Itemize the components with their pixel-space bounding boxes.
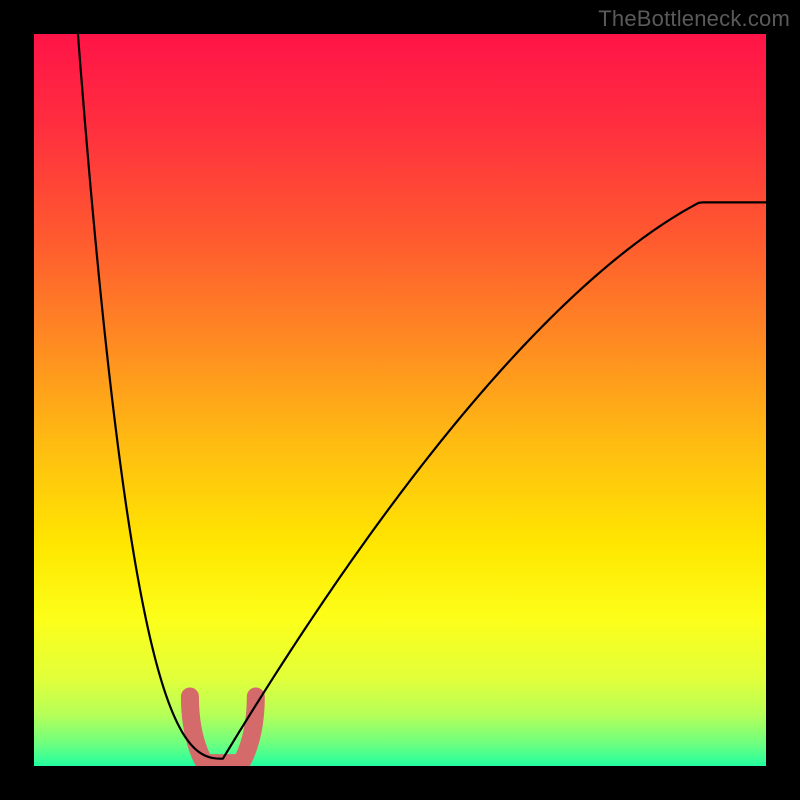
bottleneck-curve-chart: [34, 34, 766, 766]
gradient-background: [34, 34, 766, 766]
watermark-text: TheBottleneck.com: [598, 6, 790, 32]
plot-area: [34, 34, 766, 766]
chart-frame: TheBottleneck.com: [0, 0, 800, 800]
